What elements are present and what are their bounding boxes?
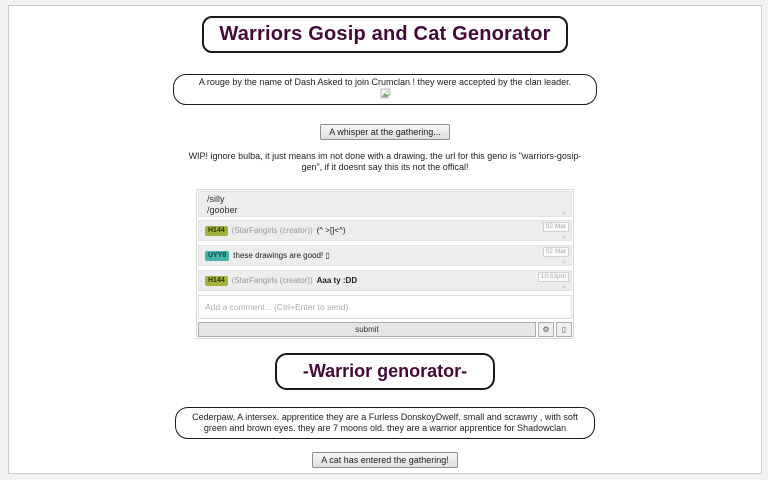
comment-text: Aaa ty :DD: [316, 276, 358, 285]
comment-text: (^ >[]<^): [316, 226, 346, 235]
submit-row: submit ⚙ ▯: [198, 322, 572, 337]
comment-input[interactable]: [198, 295, 572, 319]
gear-icon[interactable]: ⚙: [538, 322, 554, 337]
comment-date: 02 Mar: [542, 247, 569, 257]
whisper-gathering-button[interactable]: A whisper at the gathering...: [320, 124, 450, 140]
pinned-line-2: /goober: [207, 205, 238, 215]
chevron-down-icon[interactable]: ⌄: [561, 258, 567, 265]
pinned-commands-block[interactable]: /silly /goober ⌄: [198, 191, 572, 217]
comment-text: these drawings are good! ▯: [233, 251, 330, 260]
comment-date: 10:53pm: [537, 272, 569, 282]
warrior-section-title: -Warrior genorator-: [274, 353, 496, 390]
chevron-down-icon[interactable]: ⌄: [561, 283, 567, 290]
cat-gathering-button[interactable]: A cat has entered the gathering!: [312, 452, 458, 468]
user-badge: H144: [205, 275, 228, 286]
chevron-down-icon[interactable]: ⌄: [561, 233, 567, 240]
chevron-down-icon[interactable]: ⌄: [561, 209, 567, 216]
emoji-placeholder-icon[interactable]: ▯: [556, 322, 572, 337]
gossip-text: A rouge by the name of Dash Asked to joi…: [198, 77, 572, 87]
pinned-line-1: /silly: [207, 194, 225, 204]
comment-author: (StarFangirls (creator)): [231, 226, 313, 235]
comment-row: H144 (StarFangirls (creator)) Aaa ty :DD…: [198, 270, 572, 291]
gossip-result-box: A rouge by the name of Dash Asked to joi…: [173, 74, 597, 105]
comment-row: UYY8 these drawings are good! ▯ 02 Mar ⌄: [198, 245, 572, 266]
page-title: Warriors Gosip and Cat Genorator: [202, 16, 568, 53]
comment-widget: /silly /goober ⌄ H144 (StarFangirls (cre…: [196, 189, 574, 339]
user-badge: H144: [205, 225, 228, 236]
broken-image-icon: [380, 88, 391, 102]
submit-button[interactable]: submit: [198, 322, 536, 337]
comment-date: 02 Mar: [542, 222, 569, 232]
wip-note: WIP! ignore bulba, it just means im not …: [188, 151, 582, 172]
user-badge: UYY8: [205, 250, 230, 261]
comment-author: (StarFangirls (creator)): [231, 276, 313, 285]
warrior-result-box: Cederpaw, A intersex. apprentice they ar…: [175, 407, 595, 439]
page-frame: Warriors Gosip and Cat Genorator A rouge…: [8, 5, 762, 474]
comment-row: H144 (StarFangirls (creator)) (^ >[]<^) …: [198, 220, 572, 241]
